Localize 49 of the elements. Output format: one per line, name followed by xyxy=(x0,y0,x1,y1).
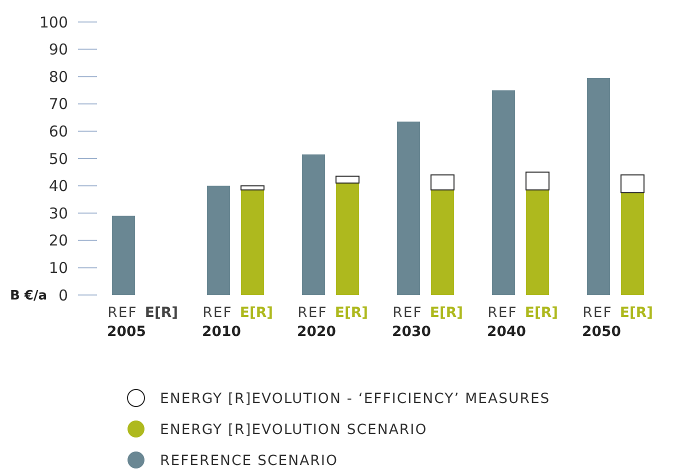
x-tick-label: E[R] xyxy=(524,305,558,321)
legend-label: ENERGY [R]EVOLUTION - ‘EFFICIENCY’ MEASURES xyxy=(160,390,550,407)
y-tick-label: 50 xyxy=(48,150,68,168)
bar xyxy=(492,90,515,295)
bar xyxy=(336,176,360,184)
y-tick-label: 80 xyxy=(48,68,68,86)
bar xyxy=(397,122,420,295)
bar xyxy=(587,78,610,295)
x-tick-label: E[R] xyxy=(430,305,464,321)
bar xyxy=(302,154,325,295)
y-axis-title: B €/a xyxy=(10,288,47,304)
bar xyxy=(240,185,264,190)
x-tick-label: E[R] xyxy=(144,305,178,321)
text: 2020 xyxy=(297,324,336,340)
y-tick-label: 70 xyxy=(48,95,68,114)
text: 2010 xyxy=(202,324,242,340)
x-tick-label: REF xyxy=(392,305,422,321)
text: 2050 xyxy=(582,324,622,340)
legend-label: REFERENCE SCENARIO xyxy=(160,452,338,469)
x-tick-label: E[R] xyxy=(620,305,654,321)
y-tick-label: 0 xyxy=(58,286,68,304)
bar xyxy=(241,190,264,295)
text: 2030 xyxy=(392,324,432,340)
y-tick-label: 10 xyxy=(48,258,68,277)
bar xyxy=(621,192,644,295)
text: 2040 xyxy=(487,324,526,340)
bar xyxy=(526,172,550,190)
bar xyxy=(207,186,230,295)
bar xyxy=(526,190,549,295)
bar xyxy=(431,190,454,295)
x-tick-label: E[R] xyxy=(240,305,274,321)
x-tick-label: E[R] xyxy=(334,305,368,321)
bar xyxy=(430,174,454,190)
bar xyxy=(112,216,135,295)
legend-label: ENERGY [R]EVOLUTION SCENARIO xyxy=(160,422,428,438)
text: 2005 xyxy=(107,324,146,340)
y-tick-label: 60 xyxy=(48,122,68,140)
y-tick-label: 30 xyxy=(48,204,68,222)
bar xyxy=(336,183,359,295)
x-tick-label: REF xyxy=(202,305,232,321)
y-tick-label: 20 xyxy=(48,232,68,250)
y-tick-label: 90 xyxy=(48,40,68,59)
x-tick-label: REF xyxy=(582,305,612,321)
y-tick-label: 40 xyxy=(48,177,68,196)
y-tick-label: 100 xyxy=(39,13,68,32)
x-tick-label: REF xyxy=(298,305,328,321)
bar xyxy=(620,174,644,194)
x-tick-label: REF xyxy=(488,305,518,321)
x-tick-label: REF xyxy=(108,305,138,321)
